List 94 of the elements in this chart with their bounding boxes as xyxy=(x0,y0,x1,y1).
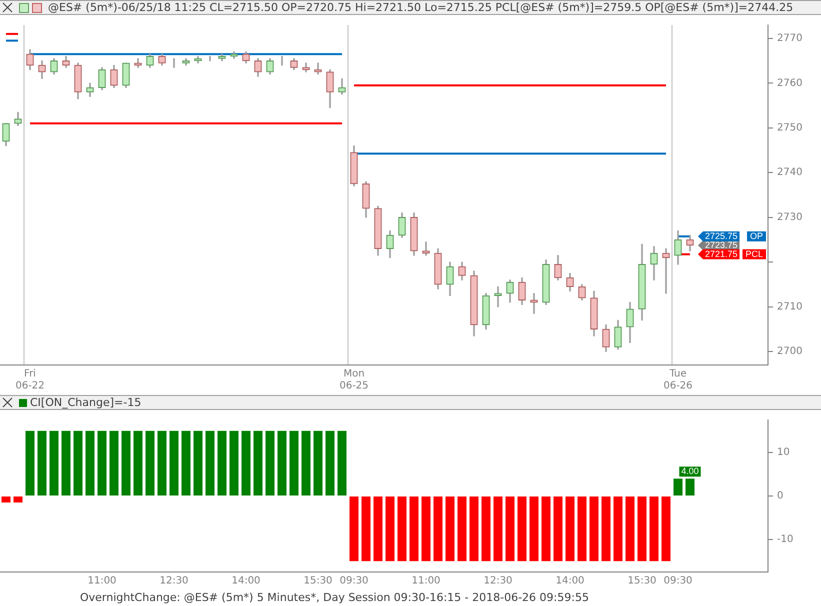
y-tick-label: 2760 xyxy=(777,78,802,89)
bar xyxy=(266,430,274,496)
bar xyxy=(122,430,130,496)
bar xyxy=(314,430,322,496)
y-tick-label: 2730 xyxy=(777,212,802,223)
bar xyxy=(602,496,610,562)
bar xyxy=(374,496,382,562)
bar xyxy=(554,496,562,562)
data-label: 2725.75 xyxy=(705,230,738,241)
bar xyxy=(170,430,178,496)
bar xyxy=(134,430,142,496)
x-tick-label: Fri 06-22 xyxy=(15,368,45,392)
bar xyxy=(194,430,202,496)
y-tick-label: 2710 xyxy=(777,301,802,312)
bar xyxy=(242,430,250,496)
x-tick-label: 15:30 xyxy=(628,576,656,587)
text: 2723.75 xyxy=(705,240,738,250)
bar xyxy=(302,430,310,496)
bar xyxy=(362,496,370,562)
bar xyxy=(86,430,94,496)
bar xyxy=(338,430,346,496)
bar xyxy=(578,496,586,562)
bar xyxy=(626,496,634,562)
y-tick-label: 2700 xyxy=(777,346,802,358)
y-tick-label: 2770 xyxy=(777,33,802,44)
bar xyxy=(434,496,442,562)
x-tick-label: 09:30 xyxy=(664,576,692,587)
x-tick-label: Tue 06-26 xyxy=(663,368,693,392)
y-tick-label: 2740 xyxy=(777,167,802,178)
bar xyxy=(530,496,538,562)
bar xyxy=(470,496,478,562)
bar xyxy=(230,430,238,496)
data-label: 2721.75 xyxy=(705,248,738,259)
x-tick-label: 14:00 xyxy=(556,576,584,587)
candlestick xyxy=(422,242,430,256)
x-tick-label: 14:00 xyxy=(232,576,260,587)
bar xyxy=(350,496,358,562)
bar xyxy=(410,496,418,562)
bar xyxy=(254,430,262,496)
bar xyxy=(566,496,574,562)
candlestick xyxy=(494,286,502,308)
bar xyxy=(2,496,10,503)
bar xyxy=(38,430,46,496)
bar xyxy=(50,430,58,496)
bar xyxy=(494,496,502,562)
bar xyxy=(290,430,298,496)
bar xyxy=(218,430,226,496)
bar xyxy=(386,496,394,562)
text: OvernightChange: @ES# (5m*) 5 Minutes*, Day Session 09:30-16:15 - 2018-06-26 09:59:55 xyxy=(79,590,590,606)
bar xyxy=(542,496,550,562)
bar xyxy=(398,496,406,562)
x-tick-label: Mon 06-25 xyxy=(339,368,369,392)
bar xyxy=(482,496,490,562)
bar xyxy=(110,430,118,496)
bar xyxy=(614,496,622,562)
bar xyxy=(278,430,286,496)
y-tick-label: 0 xyxy=(777,490,784,502)
bar xyxy=(158,430,166,496)
bar xyxy=(182,430,190,496)
bar xyxy=(98,430,106,496)
legend-label: OP xyxy=(750,230,764,241)
x-tick-label: 09:30 xyxy=(340,576,368,587)
bar xyxy=(518,496,526,562)
chart-title: CI[ON_Change]=-15 xyxy=(30,396,142,409)
bar xyxy=(422,496,430,562)
bar xyxy=(446,496,454,562)
x-tick-label: 11:00 xyxy=(88,576,116,587)
data-label: 4.00 xyxy=(681,466,699,476)
y-tick-label: 2750 xyxy=(777,122,802,134)
bar xyxy=(206,430,214,496)
bar xyxy=(26,430,34,496)
bar xyxy=(638,496,646,562)
bar xyxy=(74,430,82,496)
y-tick-label: 10 xyxy=(777,447,790,458)
bar xyxy=(14,496,22,503)
x-tick-label: 11:00 xyxy=(412,576,440,587)
bar xyxy=(62,430,70,496)
x-tick-label: 15:30 xyxy=(304,576,332,587)
chart-title: @ES# (5m*)-06/25/18 11:25 CL=2715.50 OP=2720.75 Hi=2721.50 Lo=2715.25 PCL[@ES# (5m*)]=2759.5 OP[@ES# (5m*)]=2744.25 xyxy=(48,1,794,14)
bar xyxy=(458,496,466,562)
candlestick xyxy=(314,62,322,75)
bar xyxy=(326,430,334,496)
bar xyxy=(590,496,598,562)
candlestick xyxy=(662,248,670,294)
bar xyxy=(650,496,658,562)
x-tick-label: 12:30 xyxy=(160,576,188,587)
bar xyxy=(674,478,682,496)
y-tick-label: -10 xyxy=(777,534,794,546)
legend-label: PCL xyxy=(745,248,764,259)
x-tick-label: 12:30 xyxy=(484,576,512,587)
bar xyxy=(662,496,670,562)
bar xyxy=(146,430,154,496)
bar xyxy=(506,496,514,562)
bar xyxy=(686,478,694,496)
